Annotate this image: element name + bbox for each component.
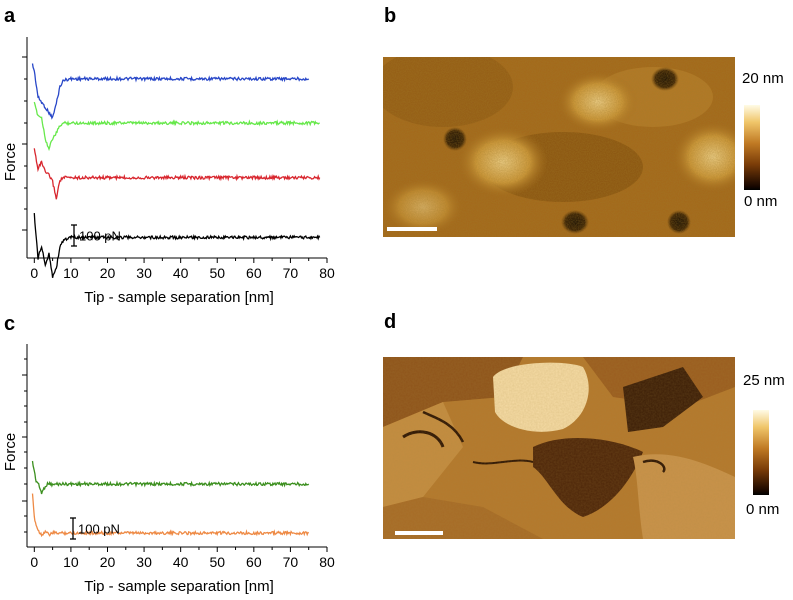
afm-image-b xyxy=(373,47,753,237)
colorbar-d-min-label: 0 nm xyxy=(746,501,780,518)
panel-letter-c: c xyxy=(4,313,16,335)
x-tick-label: 30 xyxy=(136,554,152,570)
x-tick-label: 80 xyxy=(319,265,335,281)
series-line-darkgreen xyxy=(31,460,310,495)
panel-letter-d: d xyxy=(384,311,397,333)
x-tick-label: 0 xyxy=(30,265,38,281)
force-scale-bar-label: 100 pN xyxy=(78,522,120,537)
colorbar-b-min-label: 0 nm xyxy=(744,193,778,210)
x-tick-label: 10 xyxy=(63,265,79,281)
scale-bar-d xyxy=(395,531,443,535)
force-curve-chart-a: 0 10 20 30 40 50 60 70 80 Tip - sample separation… xyxy=(2,37,335,306)
scale-bar-b xyxy=(387,227,437,231)
force-curve-chart-c: 0 10 20 30 40 50 60 70 80 Tip - sample separation… xyxy=(2,344,335,595)
x-axis-label: Tip - sample separation [nm] xyxy=(84,578,274,595)
x-tick-label: 60 xyxy=(246,554,262,570)
x-tick-label: 40 xyxy=(173,265,189,281)
panel-letter-a: a xyxy=(4,5,16,27)
x-tick-label: 40 xyxy=(173,554,189,570)
series-line-black xyxy=(33,213,321,278)
x-tick-label: 50 xyxy=(209,265,225,281)
x-tick-label: 60 xyxy=(246,265,262,281)
y-axis-label: Force xyxy=(2,433,19,471)
x-tick-label: 30 xyxy=(136,265,152,281)
x-tick-label: 70 xyxy=(283,265,299,281)
y-axis-label: Force xyxy=(2,143,19,181)
series-line-blue xyxy=(31,63,310,120)
series-line-orange xyxy=(31,493,310,538)
x-tick-label: 0 xyxy=(30,554,38,570)
x-tick-label: 70 xyxy=(283,554,299,570)
series-line-red xyxy=(33,148,321,200)
colorbar-b xyxy=(744,105,760,190)
x-tick-label: 10 xyxy=(63,554,79,570)
x-axis-label: Tip - sample separation [nm] xyxy=(84,289,274,306)
afm-image-d xyxy=(383,357,735,539)
x-tick-label: 20 xyxy=(100,554,116,570)
colorbar-d xyxy=(753,410,769,495)
colorbar-d-max-label: 25 nm xyxy=(743,372,785,389)
x-tick-label: 50 xyxy=(209,554,225,570)
x-tick-label: 80 xyxy=(319,554,335,570)
force-scale-bar-label: 100 pN xyxy=(79,229,121,244)
panel-letter-b: b xyxy=(384,5,397,27)
series-line-green xyxy=(33,101,320,152)
colorbar-b-max-label: 20 nm xyxy=(742,70,784,87)
x-tick-label: 20 xyxy=(100,265,116,281)
